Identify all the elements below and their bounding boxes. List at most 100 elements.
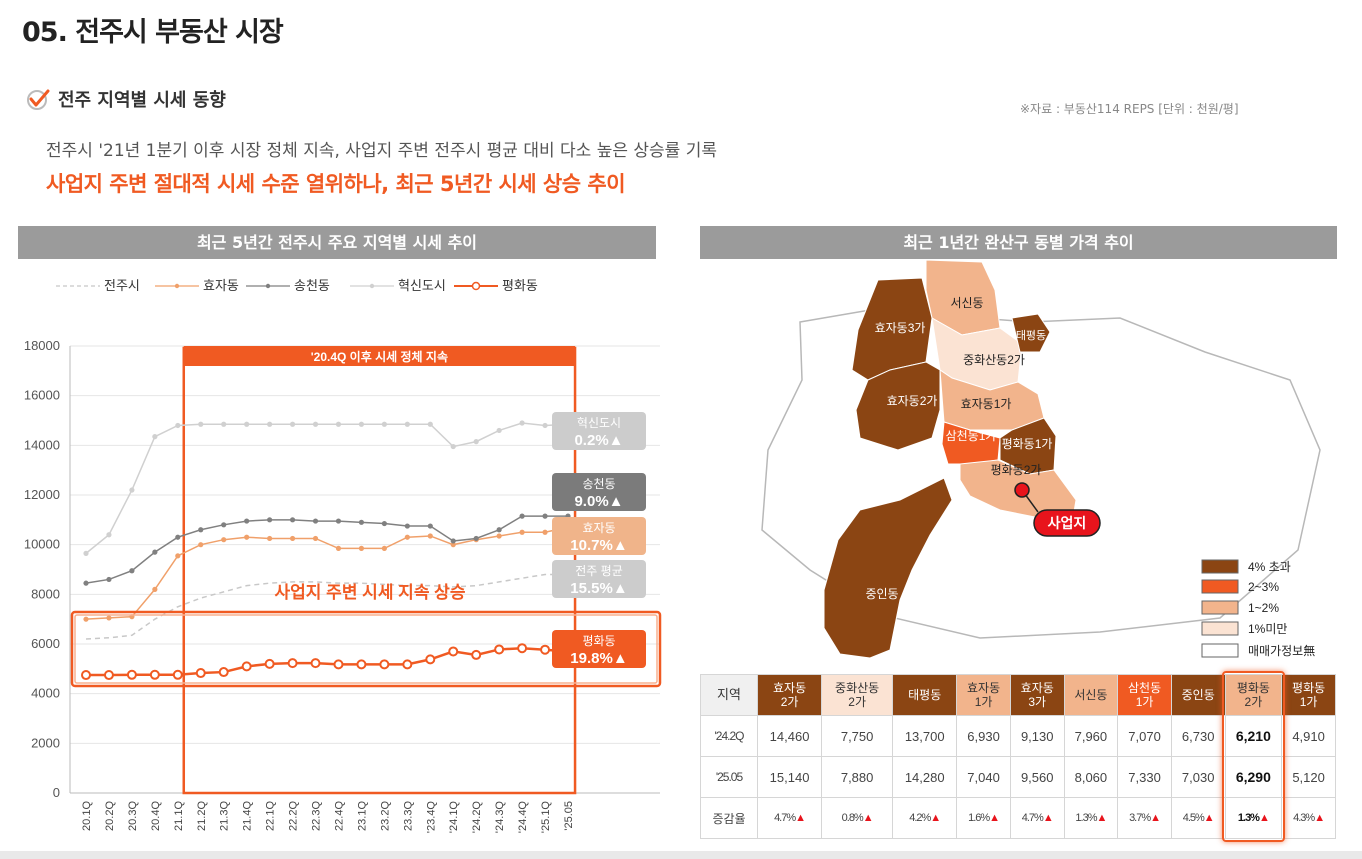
data-point (267, 421, 273, 427)
data-point (195, 668, 206, 679)
legend-label: 효자동 (203, 278, 239, 293)
y-tick-label: 10000 (24, 537, 60, 552)
price-2025: 7,040 (956, 756, 1011, 798)
data-point (404, 534, 410, 540)
up-arrow-icon: ▲ (930, 812, 941, 824)
series-line (85, 573, 568, 640)
map-label: 서신동 (950, 296, 983, 310)
page-title: 05. 전주시 부동산 시장 (22, 17, 284, 48)
row-header: 증감율 (700, 797, 758, 839)
data-point (152, 586, 158, 592)
data-point (496, 527, 502, 533)
map-region-hyoja2 (855, 361, 941, 451)
data-point (83, 580, 89, 586)
line-chart: 0 2000 4000 6000 8000 10000 12000 14000 16000 180… (24, 278, 662, 834)
section-heading: 전주 지역별 시세 동향 (26, 86, 226, 112)
data-point (289, 517, 296, 523)
price-2024: 6,930 (956, 715, 1011, 757)
data-point (175, 534, 181, 540)
x-tick-label: 20.2Q (104, 801, 116, 831)
description-line-2: 사업지 주변 절대적 시세 수준 열위하나, 최근 5년간 시세 상승 추이 (46, 172, 626, 196)
legend-label: 평화동 (502, 278, 538, 293)
map-label: 효자동3가 (875, 321, 926, 335)
up-arrow-icon: ▲ (1203, 812, 1215, 824)
map-region-jungin (823, 477, 953, 659)
data-point (517, 643, 528, 654)
data-point (244, 518, 250, 524)
legend-marker (265, 283, 271, 289)
data-point (106, 615, 112, 621)
data-point (519, 513, 525, 519)
column-header: 평화동 1가 (1281, 674, 1336, 716)
data-point (218, 667, 229, 678)
price-2024: 6,210 (1224, 715, 1283, 757)
legend-marker (174, 283, 180, 289)
data-point (175, 553, 181, 559)
data-point (126, 669, 137, 680)
data-point (542, 529, 548, 535)
series-line (85, 526, 569, 620)
data-point (427, 421, 433, 427)
data-point (542, 422, 548, 429)
data-point (106, 532, 112, 538)
column-header: 삼천동 1가 (1117, 674, 1172, 716)
price-2025: 7,330 (1117, 756, 1172, 798)
data-point (83, 616, 89, 622)
legend-label: 혁신도시 (398, 278, 446, 293)
price-2025: 6,290 (1224, 756, 1283, 798)
legend-label: 4% 초과 (1248, 560, 1291, 574)
x-tick-label: '24.4Q (517, 801, 529, 834)
y-tick-label: 2000 (31, 735, 60, 750)
checkbox-check-icon (27, 89, 50, 110)
district-map: 효자동3가 서신동 태평동 중화산동2가 효자동2가 효자동1가 삼천동1가 평… (761, 260, 1321, 659)
data-point (335, 518, 342, 524)
y-tick-label: 8000 (31, 586, 60, 601)
row-header: '25.05 (700, 756, 758, 798)
legend-marker (471, 281, 481, 291)
data-point (267, 535, 273, 542)
data-point (402, 659, 413, 670)
data-point (244, 421, 250, 427)
data-point (312, 535, 319, 542)
data-point (289, 535, 296, 542)
data-point (129, 487, 135, 493)
data-point (381, 545, 387, 551)
data-point (358, 545, 365, 551)
data-point (335, 545, 342, 551)
x-tick-label: 21.2Q (196, 801, 208, 831)
change-rate: 1.6%▲ (956, 797, 1011, 839)
change-rate: 0.8%▲ (821, 797, 894, 839)
data-point (450, 443, 456, 450)
x-tick-label: 21.1Q (173, 801, 185, 831)
price-2025: 5,120 (1281, 756, 1336, 798)
price-2024: 4,910 (1281, 715, 1336, 757)
up-arrow-icon: ▲ (1258, 812, 1270, 824)
change-rate: 3.7%▲ (1117, 797, 1172, 839)
site-marker-icon (1014, 482, 1030, 498)
data-point (312, 518, 319, 524)
change-rate: 4.7%▲ (756, 797, 823, 839)
y-tick-label: 14000 (24, 437, 60, 452)
site-badge (1033, 509, 1101, 537)
column-header: 중화산동 2가 (821, 674, 894, 716)
stagnation-highlight-header (183, 346, 576, 366)
map-label: 효자동2가 (887, 394, 938, 408)
price-2024: 9,130 (1009, 715, 1065, 757)
column-header: 중인동 (1170, 674, 1226, 716)
x-tick-label: 22.3Q (311, 801, 323, 831)
legend-swatch (1201, 600, 1239, 615)
map-region-pyeonghwa1 (999, 417, 1057, 475)
data-point (404, 523, 410, 529)
end-label-value: 0.2%▲ (574, 432, 623, 449)
data-point (358, 519, 365, 525)
x-tick-label: 23.1Q (356, 801, 368, 831)
y-tick-label: 6000 (31, 636, 60, 651)
x-tick-label: 23.2Q (379, 801, 391, 831)
x-tick-label: 22.4Q (333, 801, 345, 831)
end-label-name: 평화동 (582, 634, 615, 648)
x-tick-label: '24.1Q (448, 801, 460, 834)
column-header: 효자동 2가 (756, 674, 823, 716)
stagnation-highlight-box (182, 346, 577, 795)
end-label-badge (552, 560, 646, 598)
price-2024: 7,750 (821, 715, 894, 757)
